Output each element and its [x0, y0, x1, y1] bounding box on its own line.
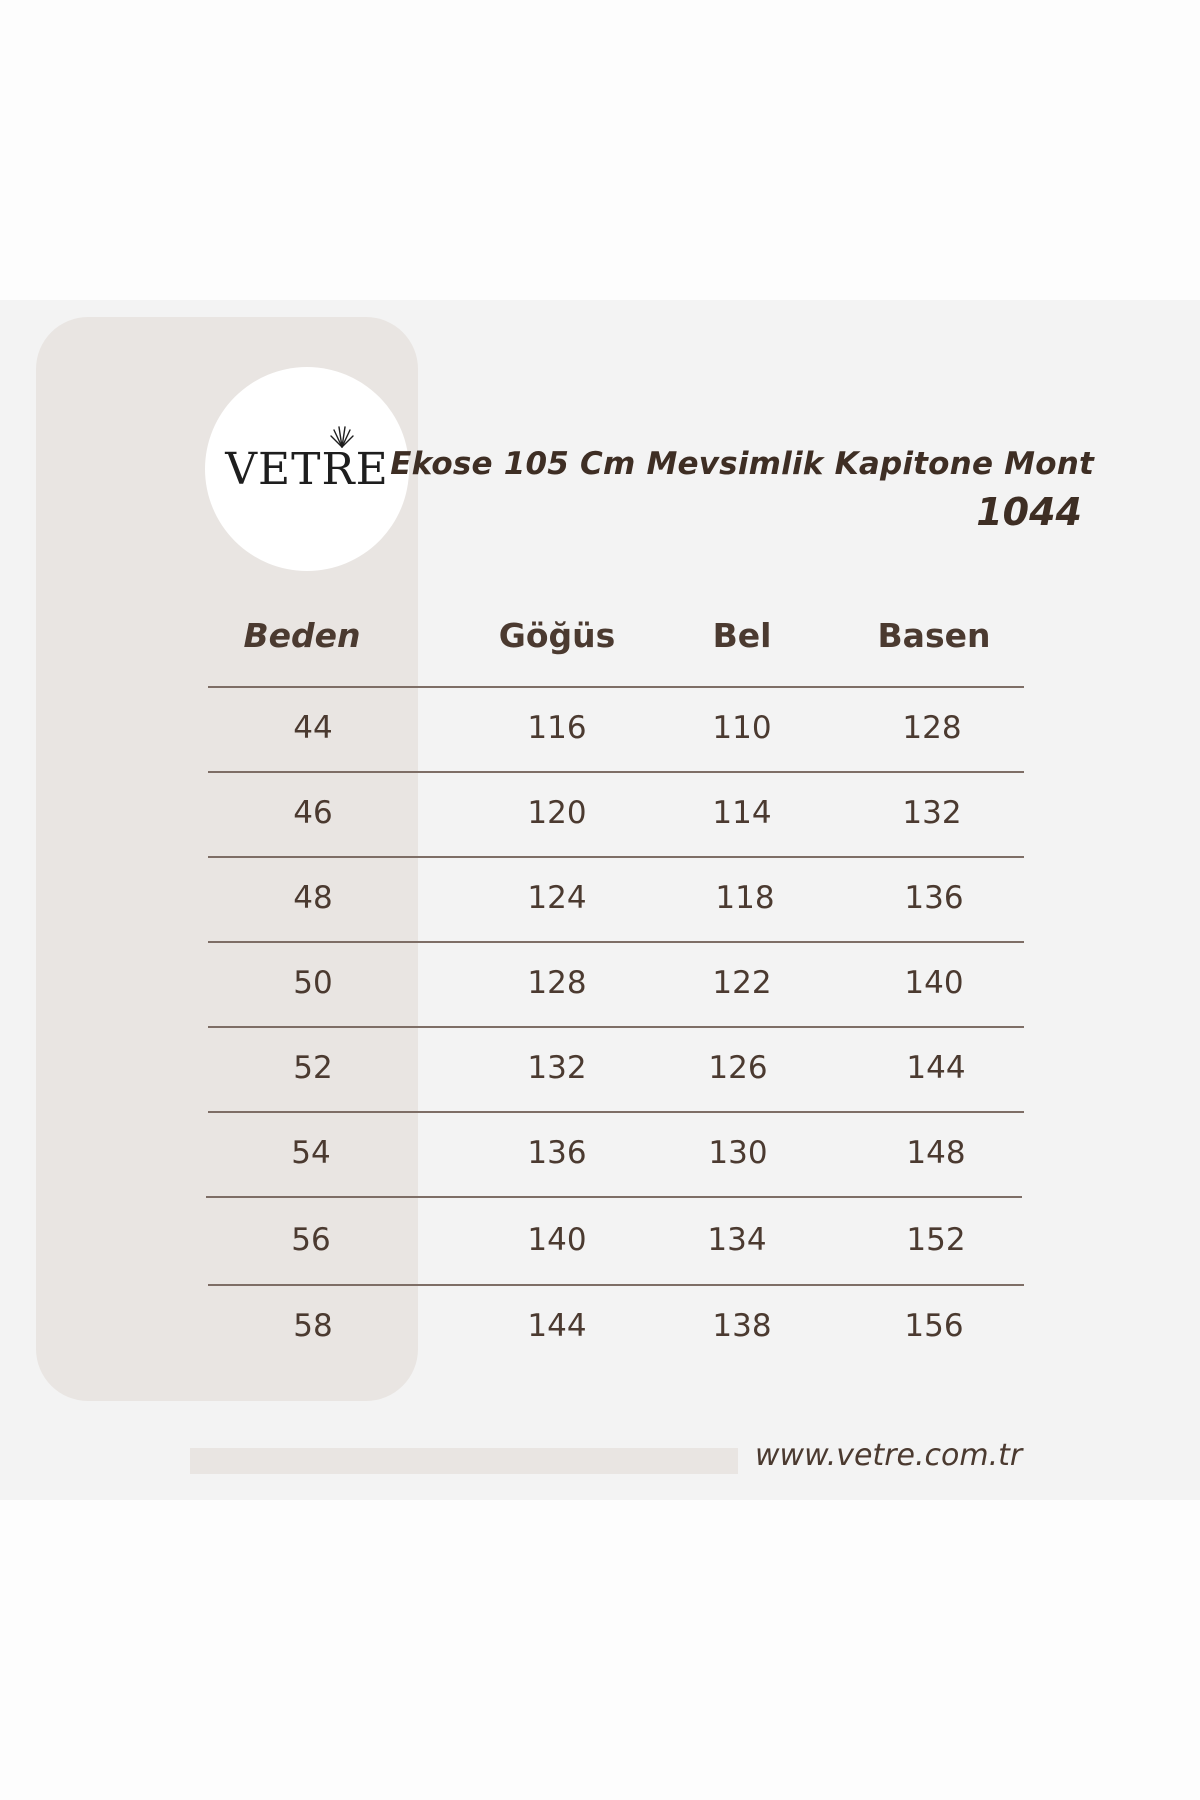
cell-waist: 126: [708, 1050, 768, 1086]
logo-text: VETRE: [225, 443, 389, 495]
cell-hip: 128: [902, 710, 962, 746]
table-row: 48 124 118 136: [0, 880, 1200, 920]
cell-hip: 148: [906, 1135, 966, 1171]
table-row: 58 144 138 156: [0, 1308, 1200, 1348]
table-row: 56 140 134 152: [0, 1222, 1200, 1262]
cell-size: 54: [291, 1135, 331, 1171]
cell-size: 50: [293, 965, 333, 1001]
cell-size: 46: [293, 795, 333, 831]
table-divider: [206, 1196, 1022, 1198]
cell-hip: 136: [904, 880, 964, 916]
cell-waist: 122: [712, 965, 772, 1001]
cell-size: 48: [293, 880, 333, 916]
footer-bar: [190, 1448, 738, 1474]
table-row: 50 128 122 140: [0, 965, 1200, 1005]
table-row: 54 136 130 148: [0, 1135, 1200, 1175]
cell-chest: 144: [527, 1308, 587, 1344]
logo-wordmark: VETRE: [225, 425, 389, 495]
cell-waist: 138: [712, 1308, 772, 1344]
table-divider: [208, 941, 1024, 943]
cell-size: 52: [293, 1050, 333, 1086]
table-divider: [208, 856, 1024, 858]
brand-logo: VETRE: [205, 367, 409, 571]
cell-waist: 110: [712, 710, 772, 746]
header-hip: Basen: [877, 616, 991, 655]
cell-hip: 144: [906, 1050, 966, 1086]
cell-waist: 134: [707, 1222, 767, 1258]
table-divider: [208, 1026, 1024, 1028]
cell-size: 56: [291, 1222, 331, 1258]
palm-leaf-icon: [330, 425, 354, 448]
size-table-header: Beden Göğüs Bel Basen: [0, 616, 1200, 666]
size-chart-panel: VETRE Ekose 105 Cm Mevsimlik Kapitone Mo…: [0, 300, 1200, 1500]
cell-waist: 130: [708, 1135, 768, 1171]
product-code: 1044: [976, 490, 1082, 534]
cell-hip: 132: [902, 795, 962, 831]
cell-chest: 116: [527, 710, 587, 746]
cell-hip: 140: [904, 965, 964, 1001]
cell-chest: 120: [527, 795, 587, 831]
cell-chest: 140: [527, 1222, 587, 1258]
table-row: 44 116 110 128: [0, 710, 1200, 750]
cell-size: 58: [293, 1308, 333, 1344]
cell-chest: 136: [527, 1135, 587, 1171]
cell-waist: 114: [712, 795, 772, 831]
cell-waist: 118: [715, 880, 775, 916]
cell-chest: 124: [527, 880, 587, 916]
table-divider: [208, 771, 1024, 773]
header-size: Beden: [243, 616, 361, 655]
cell-chest: 128: [527, 965, 587, 1001]
table-divider: [208, 1284, 1024, 1286]
table-row: 46 120 114 132: [0, 795, 1200, 835]
cell-hip: 156: [904, 1308, 964, 1344]
table-divider: [208, 686, 1024, 688]
header-chest: Göğüs: [498, 616, 616, 655]
table-divider: [208, 1111, 1024, 1113]
header-waist: Bel: [712, 616, 772, 655]
cell-chest: 132: [527, 1050, 587, 1086]
table-row: 52 132 126 144: [0, 1050, 1200, 1090]
product-title: Ekose 105 Cm Mevsimlik Kapitone Mont: [390, 446, 1094, 482]
website-link[interactable]: www.vetre.com.tr: [755, 1438, 1023, 1473]
cell-size: 44: [293, 710, 333, 746]
cell-hip: 152: [906, 1222, 966, 1258]
